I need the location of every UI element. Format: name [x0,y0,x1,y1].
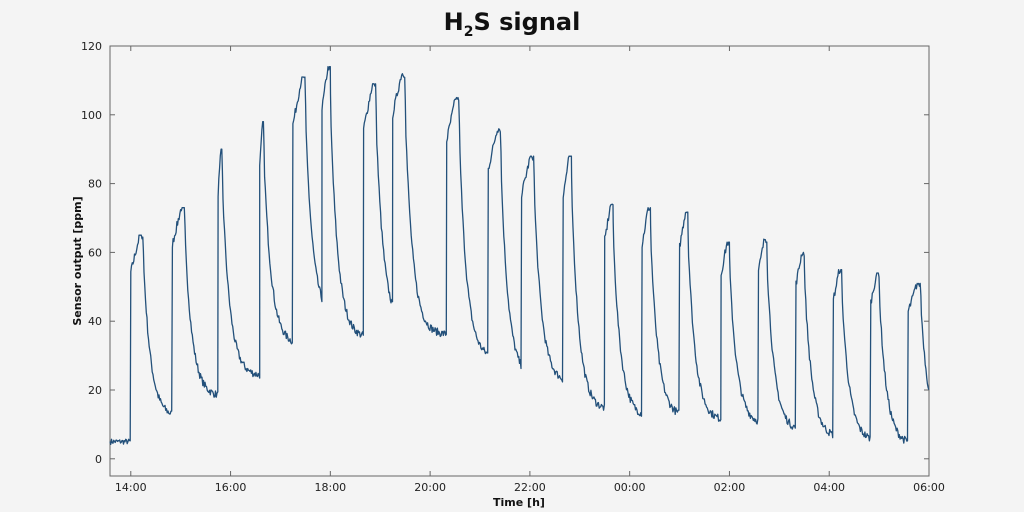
series-line [109,65,930,446]
chart-title-main: H [444,8,464,36]
x-axis-label: Time [h] [493,496,545,509]
chart-title-subscript: 2 [464,24,474,40]
y-tick-label: 0 [95,453,102,466]
y-axis-label: Sensor output [ppm] [71,196,84,325]
y-tick-label: 20 [88,384,102,397]
y-axis: 0 20 40 60 80 100 120 [81,40,929,466]
x-tick-label: 18:00 [314,481,346,494]
x-tick-label: 02:00 [714,481,746,494]
y-tick-label: 60 [88,246,102,259]
x-tick-label: 22:00 [514,481,546,494]
x-axis: 14:00 16:00 18:00 20:00 22:00 00:00 02:00 04:00… [115,46,945,494]
chart-title-rest: S signal [474,8,581,36]
y-tick-label: 100 [81,109,102,122]
x-tick-label: 00:00 [614,481,646,494]
x-tick-label: 16:00 [215,481,247,494]
x-tick-label: 14:00 [115,481,147,494]
x-tick-label: 20:00 [414,481,446,494]
plot-frame [109,45,930,477]
y-tick-label: 80 [88,178,102,191]
y-tick-label: 40 [88,315,102,328]
x-tick-label: 04:00 [813,481,845,494]
x-tick-label: 06:00 [913,481,945,494]
chart-title: H2S signal [444,8,581,40]
y-tick-label: 120 [81,40,102,53]
